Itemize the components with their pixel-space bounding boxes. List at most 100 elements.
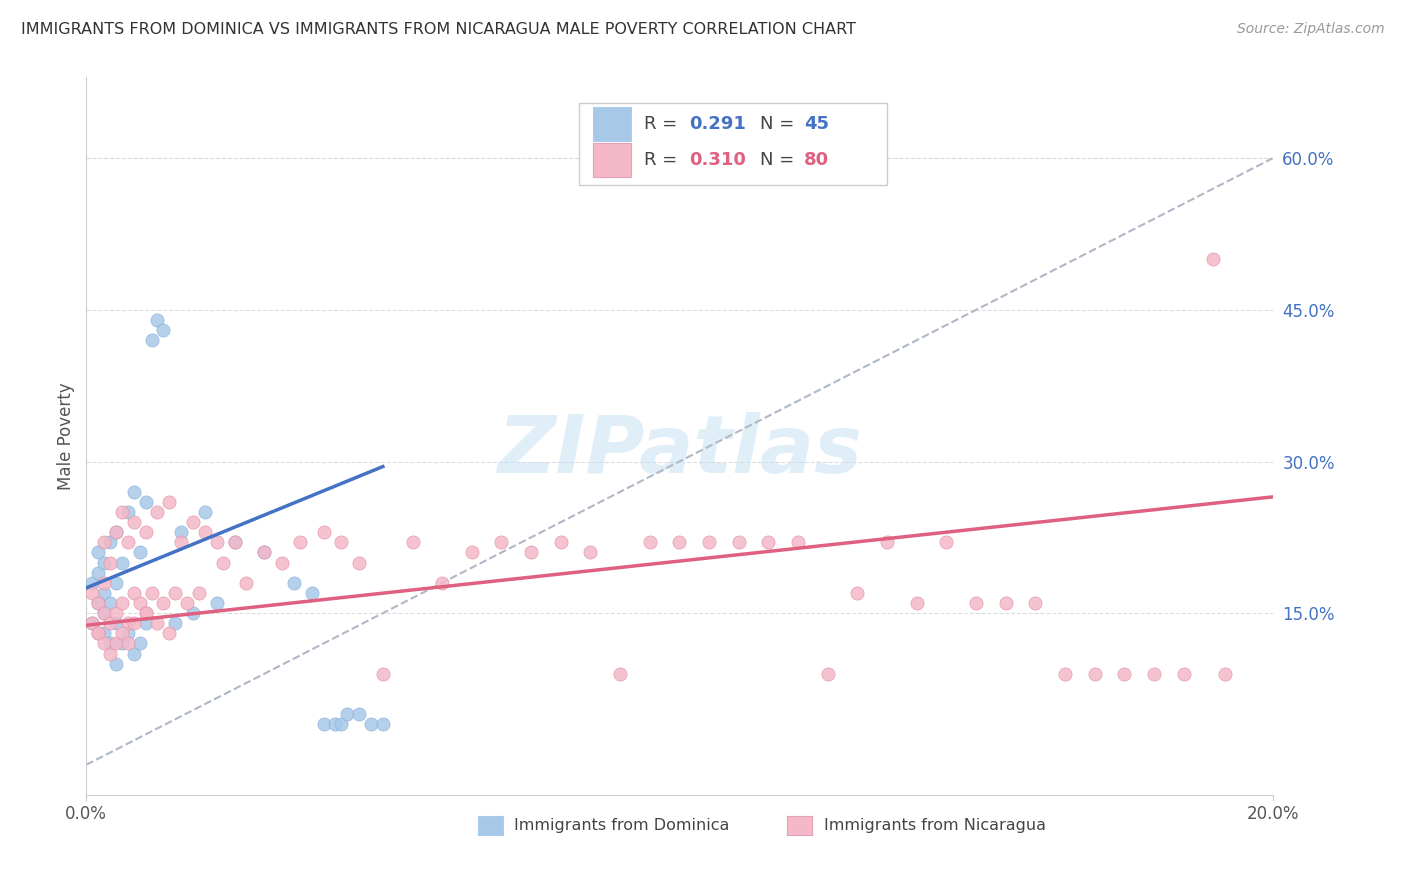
Point [87, 596, 110, 610]
Point [82, 586, 104, 600]
Point [82, 575, 104, 590]
Point [235, 575, 257, 590]
Point [430, 575, 453, 590]
Point [211, 556, 233, 570]
Point [122, 616, 145, 631]
Point [117, 626, 139, 640]
Point [152, 596, 174, 610]
Point [1084, 666, 1107, 681]
Text: Source: ZipAtlas.com: Source: ZipAtlas.com [1237, 22, 1385, 37]
Point [325, 717, 347, 731]
Point [93, 636, 115, 650]
Point [117, 535, 139, 549]
Point [609, 666, 631, 681]
Point [1114, 666, 1136, 681]
Point [93, 606, 115, 620]
Point [117, 505, 139, 519]
Point [135, 495, 157, 509]
Point [87, 626, 110, 640]
Point [98, 556, 121, 570]
Point [817, 666, 839, 681]
Point [253, 545, 276, 559]
Point [638, 535, 661, 549]
Point [271, 556, 294, 570]
Point [371, 717, 394, 731]
Point [87, 545, 110, 559]
Point [194, 525, 217, 540]
Point [1053, 666, 1076, 681]
Point [181, 606, 204, 620]
Point [157, 626, 180, 640]
Point [336, 707, 359, 722]
Point [1024, 596, 1046, 610]
Text: Immigrants from Dominica: Immigrants from Dominica [515, 818, 730, 833]
Text: Immigrants from Nicaragua: Immigrants from Nicaragua [824, 818, 1046, 833]
Point [87, 566, 110, 580]
Point [1202, 252, 1225, 267]
Point [157, 495, 180, 509]
Text: 0.291: 0.291 [689, 115, 745, 133]
Point [146, 616, 169, 631]
Point [330, 717, 353, 731]
Text: ZIPatlas: ZIPatlas [496, 411, 862, 490]
Point [135, 616, 157, 631]
Point [128, 545, 150, 559]
FancyBboxPatch shape [579, 103, 887, 185]
Text: R =: R = [644, 115, 683, 133]
Point [176, 596, 198, 610]
Point [170, 525, 193, 540]
Point [98, 636, 121, 650]
Point [111, 596, 134, 610]
Point [935, 535, 957, 549]
Point [93, 626, 115, 640]
Point [146, 505, 169, 519]
Text: R =: R = [644, 151, 683, 169]
Point [1213, 666, 1236, 681]
Point [98, 596, 121, 610]
Point [360, 717, 382, 731]
Point [104, 525, 127, 540]
Point [117, 636, 139, 650]
Point [135, 606, 157, 620]
Point [965, 596, 987, 610]
Point [152, 323, 174, 337]
Point [787, 535, 810, 549]
Text: N =: N = [761, 151, 800, 169]
Text: 0.310: 0.310 [689, 151, 745, 169]
Point [146, 313, 169, 327]
Point [135, 606, 157, 620]
Point [312, 525, 335, 540]
Point [876, 535, 898, 549]
Point [93, 606, 115, 620]
Point [122, 484, 145, 499]
Point [104, 575, 127, 590]
Point [165, 586, 187, 600]
Point [181, 515, 204, 529]
Point [128, 596, 150, 610]
Point [520, 545, 543, 559]
Point [188, 586, 211, 600]
Point [283, 575, 305, 590]
Point [846, 586, 869, 600]
Point [128, 636, 150, 650]
Point [98, 647, 121, 661]
Point [93, 556, 115, 570]
Point [93, 535, 115, 549]
Point [1173, 666, 1195, 681]
Point [104, 606, 127, 620]
Point [205, 596, 228, 610]
Point [87, 626, 110, 640]
Point [111, 636, 134, 650]
Point [330, 535, 353, 549]
Point [122, 586, 145, 600]
Point [104, 525, 127, 540]
Point [117, 616, 139, 631]
Point [170, 535, 193, 549]
Point [141, 333, 163, 347]
Point [135, 525, 157, 540]
Point [93, 586, 115, 600]
Point [98, 535, 121, 549]
Point [224, 535, 246, 549]
Text: 80: 80 [804, 151, 830, 169]
Point [111, 626, 134, 640]
